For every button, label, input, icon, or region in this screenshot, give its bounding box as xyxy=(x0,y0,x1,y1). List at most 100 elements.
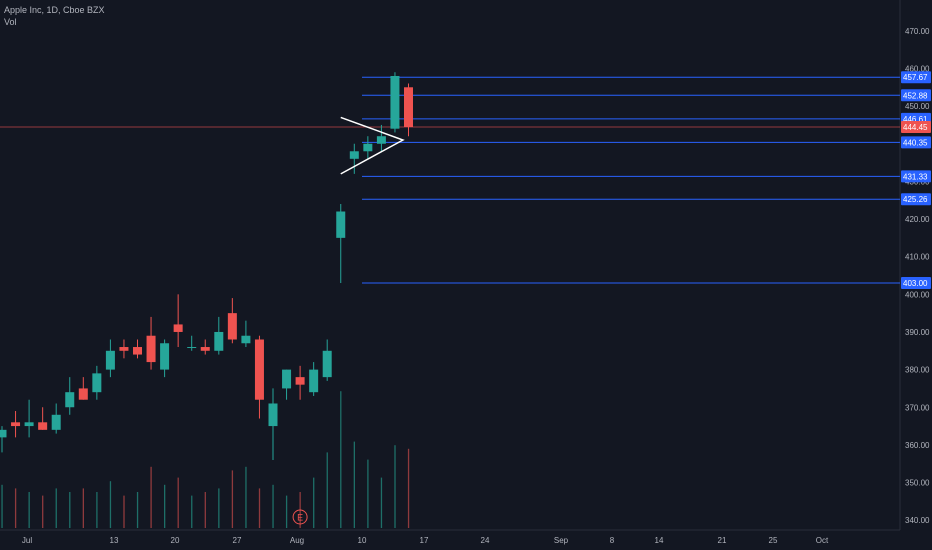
time-tick-label: Aug xyxy=(290,536,304,545)
candle-body[interactable] xyxy=(404,87,413,127)
candle-body[interactable] xyxy=(363,143,373,152)
volume-bar xyxy=(231,470,234,528)
price-tick-label: 460.00 xyxy=(905,64,930,73)
price-tick-label: 340.00 xyxy=(905,516,930,525)
price-tick-label: 410.00 xyxy=(905,253,930,262)
candle-body[interactable] xyxy=(214,331,224,351)
candle-body[interactable] xyxy=(376,136,386,144)
price-tick-label: 470.00 xyxy=(905,27,930,36)
candle-body[interactable] xyxy=(173,324,183,332)
candle-body[interactable] xyxy=(65,392,75,408)
current-price-tag-label: 444.45 xyxy=(903,123,928,132)
candle-body[interactable] xyxy=(200,347,210,351)
volume-bar xyxy=(353,441,355,528)
volume-label: Vol xyxy=(4,17,17,27)
level-price-tag xyxy=(901,193,931,206)
volume-bar xyxy=(177,477,179,528)
price-tick-label: 450.00 xyxy=(905,102,930,111)
level-price-tag xyxy=(901,277,931,290)
volume-bar xyxy=(109,481,112,528)
candle-body[interactable] xyxy=(268,403,278,427)
volume-bar xyxy=(55,488,57,528)
current-price-tag xyxy=(901,120,931,133)
earnings-marker-label: E xyxy=(297,513,303,523)
volume-bar xyxy=(367,459,369,528)
volume-bar xyxy=(42,495,44,528)
candle-body[interactable] xyxy=(390,75,400,129)
volume-bar xyxy=(258,488,261,528)
time-tick-label: 14 xyxy=(655,536,664,545)
volume-bar xyxy=(285,495,288,528)
time-tick-label: 20 xyxy=(171,536,180,545)
volume-bar xyxy=(150,466,152,528)
level-price-tag-label: 440.35 xyxy=(903,138,928,147)
volume-bar xyxy=(96,492,98,528)
volume-bar xyxy=(313,477,315,528)
candle-body[interactable] xyxy=(24,422,34,427)
time-tick-label: 17 xyxy=(420,536,429,545)
level-price-tag-label: 403.00 xyxy=(903,279,928,288)
candle-body[interactable] xyxy=(187,347,197,349)
volume-bar xyxy=(326,452,328,528)
time-tick-label: 27 xyxy=(233,536,242,545)
volume-bar xyxy=(1,484,3,528)
candle-body[interactable] xyxy=(322,350,332,378)
candle-body[interactable] xyxy=(11,422,21,427)
candle-body[interactable] xyxy=(51,414,61,430)
volume-bar xyxy=(204,492,206,528)
volume-bar xyxy=(191,495,193,528)
volume-bar xyxy=(218,488,220,528)
time-tick-label: 24 xyxy=(481,536,490,545)
candle-body[interactable] xyxy=(146,335,156,363)
level-price-tag xyxy=(901,170,931,183)
time-tick-label: Jul xyxy=(22,536,32,545)
candle-body[interactable] xyxy=(295,377,305,385)
level-price-tag-label: 425.26 xyxy=(903,195,928,204)
candle-body[interactable] xyxy=(38,422,48,430)
price-tick-label: 390.00 xyxy=(905,328,930,337)
volume-bar xyxy=(123,495,125,528)
volume-bar xyxy=(136,492,139,528)
time-tick-label: 25 xyxy=(769,536,778,545)
volume-bar xyxy=(164,484,166,528)
candle-body[interactable] xyxy=(349,151,359,159)
time-tick-label: 8 xyxy=(610,536,615,545)
volume-bar xyxy=(28,492,30,528)
candle-body[interactable] xyxy=(241,335,251,344)
triangle-pattern-drawing[interactable] xyxy=(340,116,405,175)
price-tick-label: 370.00 xyxy=(905,403,930,412)
symbol-title[interactable]: Apple Inc, 1D, Cboe BZX xyxy=(4,5,105,15)
candle-body[interactable] xyxy=(0,429,7,438)
earnings-marker-icon[interactable] xyxy=(292,509,308,525)
level-price-tag-label: 452.88 xyxy=(903,91,928,100)
candle-body[interactable] xyxy=(254,339,264,400)
time-tick-label: 13 xyxy=(110,536,119,545)
candle-body[interactable] xyxy=(78,388,88,400)
volume-bar xyxy=(407,448,410,528)
level-price-tag-label: 446.61 xyxy=(903,115,928,124)
candle-body[interactable] xyxy=(227,313,237,340)
time-tick-label: Oct xyxy=(816,536,829,545)
level-price-tag-label: 457.67 xyxy=(903,73,928,82)
level-price-tag xyxy=(901,136,931,149)
level-price-tag xyxy=(901,89,931,102)
candle-body[interactable] xyxy=(92,373,102,393)
time-tick-label: Sep xyxy=(554,536,569,545)
time-tick-label: 10 xyxy=(358,536,367,545)
price-tick-label: 400.00 xyxy=(905,290,930,299)
level-price-tag-label: 431.33 xyxy=(903,172,928,181)
candle-body[interactable] xyxy=(133,347,142,355)
price-tick-label: 420.00 xyxy=(905,215,930,224)
volume-bar xyxy=(394,445,396,528)
candle-body[interactable] xyxy=(336,211,346,238)
candle-body[interactable] xyxy=(119,347,129,351)
price-tick-label: 380.00 xyxy=(905,366,930,375)
level-price-tag xyxy=(901,71,931,84)
volume-bar xyxy=(340,391,342,528)
candle-body[interactable] xyxy=(160,343,170,370)
time-tick-label: 21 xyxy=(718,536,727,545)
candle-body[interactable] xyxy=(105,350,115,370)
candle-body[interactable] xyxy=(282,369,292,389)
candle-body[interactable] xyxy=(309,369,319,393)
